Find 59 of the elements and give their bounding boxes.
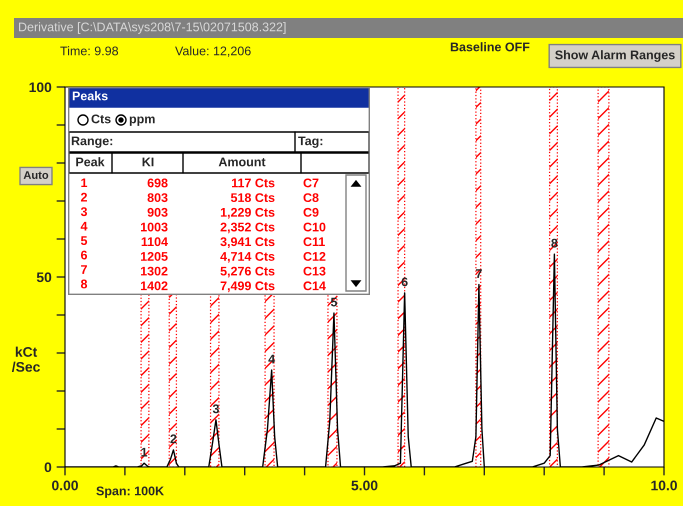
annotation: C14	[304, 281, 326, 290]
annotation: 1104	[142, 237, 168, 246]
annotation: C13	[304, 266, 326, 276]
text: Span: 100K	[96, 486, 164, 498]
text: Peaks	[72, 91, 108, 100]
annotation: 6	[80, 250, 88, 260]
annotation: 7,499 Cts	[220, 281, 274, 292]
y-tick-label: 50	[36, 272, 52, 282]
annotation: C12	[304, 252, 326, 261]
text: Value: 12,206	[175, 46, 251, 57]
annotation: 117 Cts	[232, 178, 274, 188]
text: Auto	[24, 171, 48, 179]
annotation: 5,276 Cts	[220, 266, 274, 278]
annotation: 4	[268, 354, 276, 364]
annotation: 5	[330, 298, 338, 306]
annotation: 3	[80, 207, 88, 216]
annotation: 4	[80, 222, 88, 230]
annotation: 5	[80, 236, 88, 246]
text: Baseline OFF	[450, 42, 530, 52]
annotation: C8	[304, 193, 319, 202]
y-tick-label: 100	[30, 82, 52, 92]
text: Time: 9.98	[60, 46, 118, 56]
annotation: 8	[80, 280, 88, 288]
x-tick-label: 10.0	[651, 480, 677, 490]
annotation: 3,941 Cts	[220, 237, 274, 248]
annotation: 1,229 Cts	[220, 208, 274, 219]
annotation: 698	[148, 178, 168, 188]
annotation: 1003	[140, 222, 168, 232]
annotation: 4,714 Cts	[220, 252, 274, 263]
annotation: 2	[170, 434, 176, 444]
x-tick-label: 0.00	[52, 480, 78, 490]
y-tick-label: 0	[44, 462, 52, 472]
annotation: C9	[304, 208, 319, 217]
annotation: Cts	[92, 114, 111, 124]
annotation: Peak	[76, 157, 105, 166]
annotation: 7	[81, 265, 87, 274]
annotation: 1205	[140, 252, 168, 261]
annotation: 1302	[140, 266, 168, 276]
annotation: 1402	[140, 281, 168, 290]
annotation: C11	[304, 237, 325, 246]
annotation: 803	[148, 193, 168, 202]
annotation: 3	[212, 404, 219, 414]
y-axis-title: kCt /Sec	[12, 346, 40, 372]
x-tick-label: 5.00	[351, 480, 378, 490]
annotation: 2,352 Cts	[220, 222, 274, 234]
annotation: C7	[304, 178, 318, 188]
annotation: ppm	[130, 116, 155, 126]
annotation: Range:	[72, 136, 112, 148]
annotation: 903	[148, 208, 168, 217]
annotation: 1	[141, 448, 148, 456]
annotation: C10	[304, 222, 326, 232]
annotation: KI	[142, 158, 154, 166]
text: Show Alarm Ranges	[555, 50, 675, 62]
annotation: 1	[81, 178, 88, 188]
annotation: 2	[80, 192, 87, 202]
annotation: Amount	[218, 158, 266, 166]
chart-title: Derivative [C:\DATA\sys208\7-15\02071508.322]	[19, 22, 286, 34]
annotation: 518 Cts	[230, 193, 274, 202]
annotation: Tag:	[298, 136, 322, 148]
